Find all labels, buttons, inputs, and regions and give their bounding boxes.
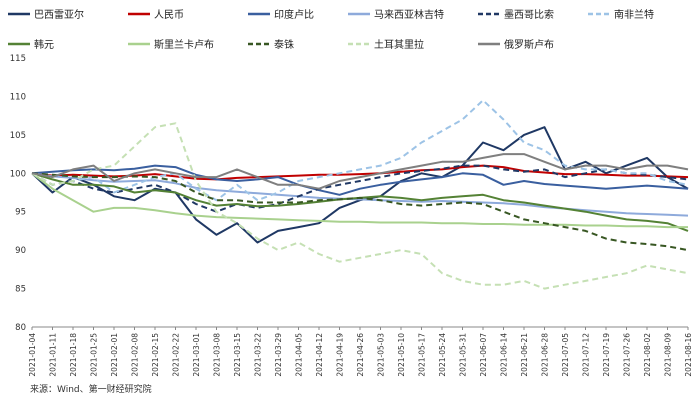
legend-label: 人民币	[154, 9, 184, 21]
y-tick-label: 105	[10, 131, 26, 141]
series-line	[31, 153, 689, 190]
legend-item: 南非兰特	[588, 8, 654, 21]
legend-label: 土耳其里拉	[374, 38, 424, 51]
legend-label: 马来西亚林吉特	[374, 8, 444, 21]
plot-area	[31, 99, 689, 290]
x-tick-label: 2021-03-08	[213, 333, 222, 377]
legend-item: 土耳其里拉	[348, 38, 424, 51]
x-tick-label: 2021-05-03	[377, 333, 386, 377]
x-tick-label: 2021-04-19	[336, 333, 345, 377]
legend-label: 印度卢比	[274, 8, 314, 21]
x-tick-label: 2021-06-28	[541, 333, 550, 377]
legend-label: 巴西雷亚尔	[34, 8, 84, 21]
series-line	[31, 164, 689, 213]
x-tick-label: 2021-04-12	[315, 333, 324, 377]
series-line	[31, 122, 689, 290]
x-tick-label: 2021-05-10	[397, 333, 406, 377]
x-tick-label: 2021-03-15	[233, 333, 242, 377]
x-tick-label: 2021-04-26	[356, 333, 365, 377]
series-line	[31, 164, 689, 196]
legend-label: 泰铢	[274, 38, 294, 51]
legend-label: 墨西哥比索	[504, 8, 554, 21]
x-tick-label: 2021-02-08	[131, 333, 140, 377]
y-tick-label: 100	[10, 169, 26, 179]
legend-item: 巴西雷亚尔	[8, 8, 84, 21]
y-tick-label: 115	[10, 54, 26, 64]
x-tick-label: 2021-01-04	[28, 333, 37, 377]
series-line	[31, 164, 689, 181]
series-line	[31, 99, 689, 202]
legend-item: 韩元	[8, 38, 54, 51]
y-tick-label: 80	[15, 323, 26, 333]
x-tick-label: 2021-06-14	[500, 333, 509, 377]
legend-item: 斯里兰卡卢布	[128, 38, 214, 51]
x-tick-label: 2021-03-01	[192, 333, 201, 377]
x-tick-label: 2021-07-26	[623, 333, 632, 377]
x-tick-label: 2021-03-22	[254, 333, 263, 377]
series-line	[31, 172, 688, 229]
x-tick-label: 2021-02-22	[172, 333, 181, 377]
x-tick-label: 2021-01-25	[90, 333, 99, 377]
legend-label: 韩元	[34, 38, 54, 51]
y-tick-label: 95	[15, 208, 26, 218]
legend-label: 俄罗斯卢布	[504, 38, 554, 51]
series-line	[31, 172, 689, 252]
y-tick-label: 110	[10, 92, 26, 102]
x-tick-label: 2021-07-05	[561, 333, 570, 377]
x-tick-label: 2021-08-09	[664, 333, 673, 377]
source-note: 来源：Wind、第一财经研究院	[30, 385, 152, 395]
x-tick-label: 2021-03-29	[274, 333, 283, 377]
x-tick-label: 2021-02-01	[110, 333, 119, 377]
x-tick-label: 2021-06-07	[479, 333, 488, 377]
legend-label: 南非兰特	[614, 8, 654, 21]
y-tick-label: 85	[15, 285, 26, 295]
legend-item: 俄罗斯卢布	[478, 38, 554, 51]
x-tick-label: 2021-07-12	[582, 333, 591, 377]
x-axis: 2021-01-04 2021-01-11 2021-01-18 2021-01-25…	[28, 326, 693, 377]
legend-item: 马来西亚林吉特	[348, 8, 444, 21]
x-tick-label: 2021-01-18	[69, 333, 78, 377]
series-line	[31, 172, 689, 217]
y-axis: 80 85 90 95 100 105 110 115	[10, 54, 26, 333]
y-tick-label: 90	[15, 246, 26, 256]
legend-item: 泰铢	[248, 38, 294, 51]
x-tick-label: 2021-05-24	[438, 333, 447, 377]
x-tick-label: 2021-06-21	[520, 333, 529, 377]
x-tick-label: 2021-08-16	[684, 333, 693, 377]
x-tick-label: 2021-04-05	[295, 333, 304, 377]
x-tick-label: 2021-08-02	[643, 333, 652, 377]
x-tick-label: 2021-05-17	[418, 333, 427, 377]
x-tick-label: 2021-01-11	[49, 333, 58, 377]
legend-item: 人民币	[128, 9, 184, 21]
legend-item: 墨西哥比索	[478, 8, 554, 21]
legend-item: 印度卢比	[248, 8, 314, 21]
x-tick-label: 2021-02-15	[151, 333, 160, 377]
legend-label: 斯里兰卡卢布	[154, 38, 214, 51]
x-tick-label: 2021-05-31	[459, 333, 468, 377]
x-tick-label: 2021-07-19	[602, 333, 611, 377]
